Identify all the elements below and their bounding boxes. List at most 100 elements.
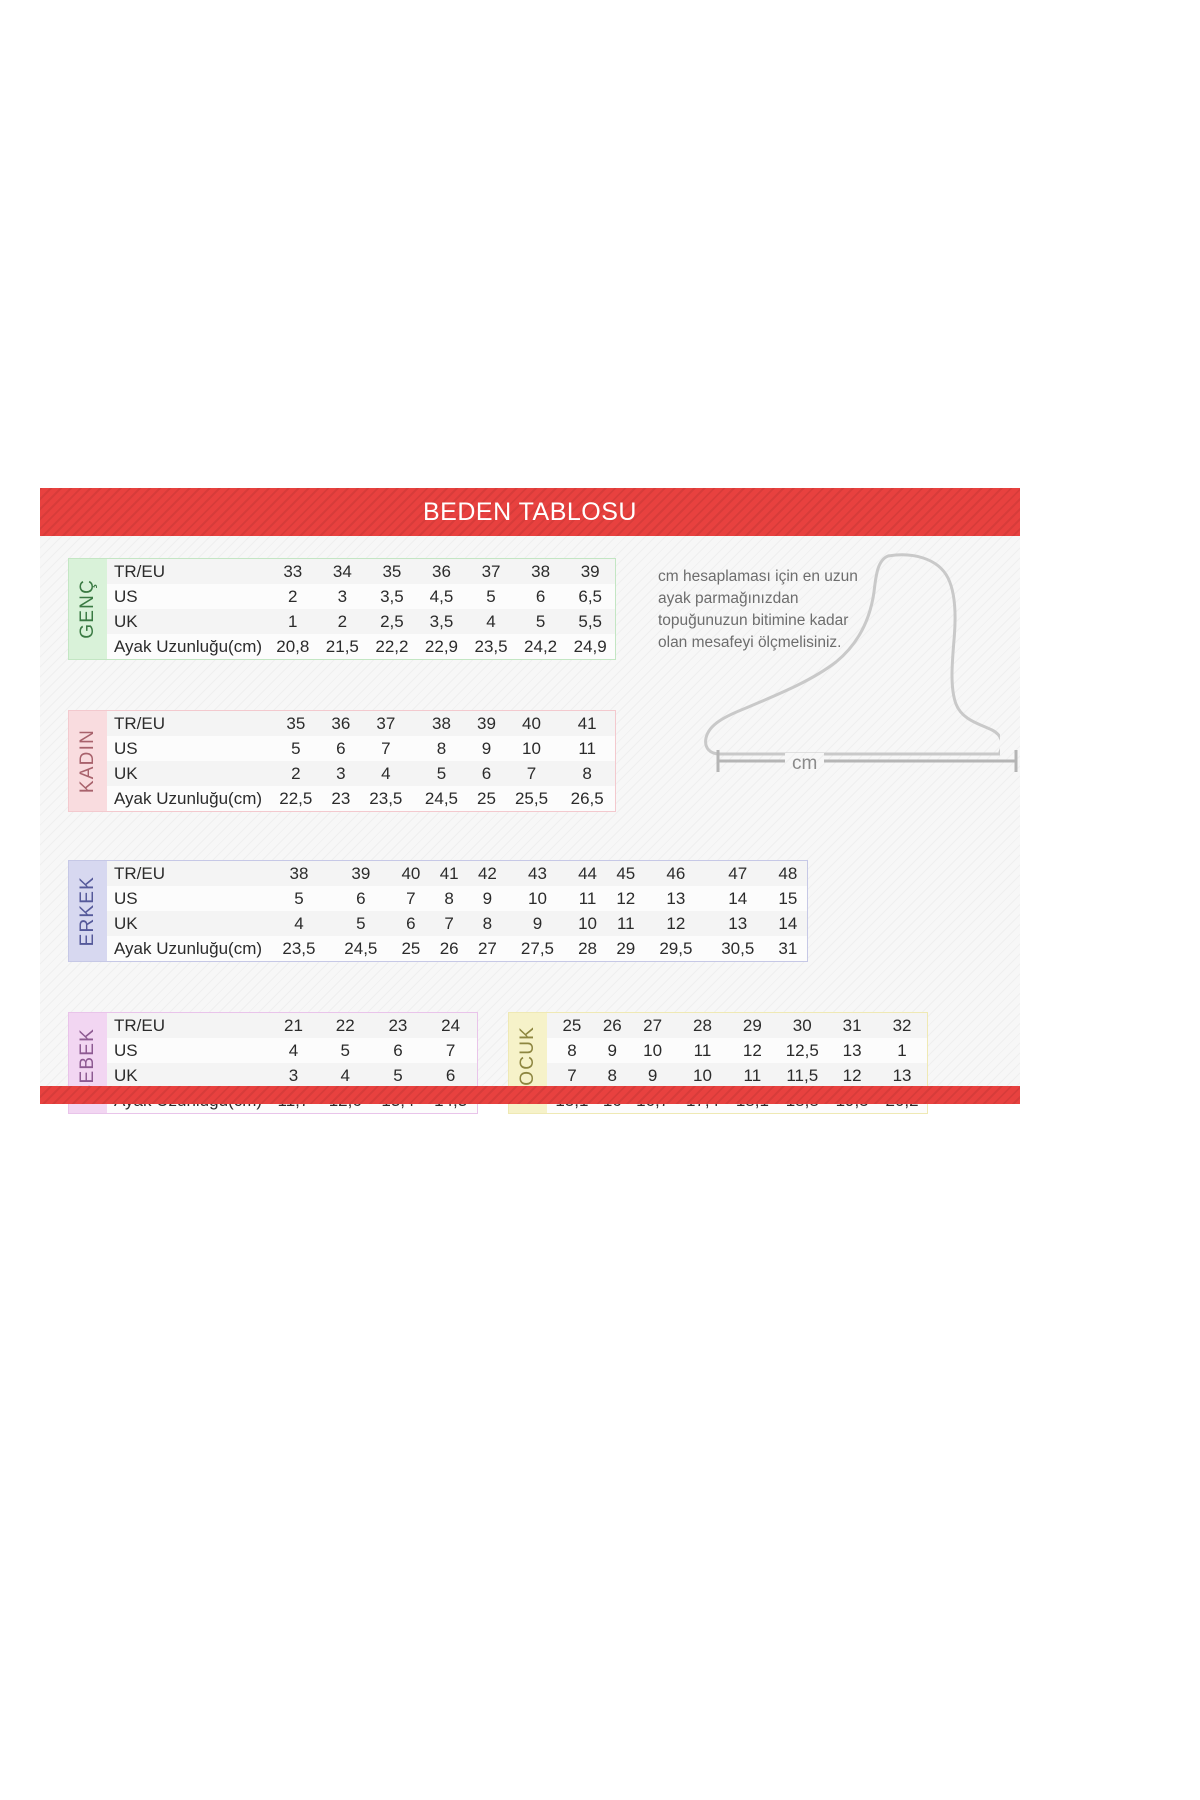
cell: 8	[468, 911, 507, 936]
table-row: UK 2 3 4 5 6 7 8	[107, 761, 615, 786]
cell: 3	[317, 584, 368, 609]
cell: 11	[677, 1038, 728, 1063]
cell: 6	[371, 1038, 425, 1063]
table-row: US 4 5 6 7	[107, 1038, 477, 1063]
cell: 14	[706, 886, 769, 911]
cell: 8	[596, 1063, 628, 1088]
cell: 28	[568, 936, 607, 961]
cell: 26,5	[559, 786, 615, 811]
row-label-us: US	[107, 584, 268, 609]
cell: 24,5	[329, 936, 392, 961]
cell: 11	[568, 886, 607, 911]
cell: 5	[318, 1038, 372, 1063]
cell: 2,5	[367, 609, 417, 634]
cell: 13	[877, 1063, 927, 1088]
cell: 3,5	[416, 609, 467, 634]
size-table-erkek-grid: TR/EU 38 39 40 41 42 43 44 45 46 47 48 U…	[107, 861, 807, 961]
table-row: Ayak Uzunluğu(cm) 20,8 21,5 22,2 22,9 23…	[107, 634, 615, 659]
cell: 5	[268, 736, 324, 761]
table-row: TR/EU 33 34 35 36 37 38 39	[107, 559, 615, 584]
cell: 22,9	[416, 634, 467, 659]
cell: 8	[413, 736, 470, 761]
cell: 23,5	[358, 786, 414, 811]
cell: 24,2	[515, 634, 566, 659]
cell: 11	[559, 736, 615, 761]
cell: 26	[596, 1013, 628, 1038]
cell: 38	[515, 559, 566, 584]
cell: 2	[268, 584, 318, 609]
cell: 40	[503, 711, 560, 736]
size-table-erkek: ERKEK TR/EU 38 39 40 41 42 43 44 45 46 4…	[68, 860, 808, 962]
cell: 6	[323, 736, 359, 761]
cell: 7	[503, 761, 560, 786]
cell: 3,5	[367, 584, 417, 609]
cell: 26	[430, 936, 469, 961]
table-row: 25 26 27 28 29 30 31 32	[547, 1013, 927, 1038]
row-label-length: Ayak Uzunluğu(cm)	[107, 634, 268, 659]
cell: 12	[727, 1038, 778, 1063]
cell: 5	[371, 1063, 425, 1088]
cell: 6	[329, 886, 392, 911]
cell: 12	[644, 911, 707, 936]
cell: 11	[606, 911, 645, 936]
cell: 25	[547, 1013, 597, 1038]
size-table-genc-label: GENÇ	[69, 559, 107, 659]
cell: 4	[268, 1038, 319, 1063]
size-table-kadin-label: KADIN	[69, 711, 107, 811]
cell: 4	[268, 911, 330, 936]
table-row: US 2 3 3,5 4,5 5 6 6,5	[107, 584, 615, 609]
cell: 27	[468, 936, 507, 961]
table-row: TR/EU 21 22 23 24	[107, 1013, 477, 1038]
row-label-us: US	[107, 886, 268, 911]
cell: 8	[547, 1038, 597, 1063]
cell: 22,2	[367, 634, 417, 659]
cell: 22,5	[268, 786, 324, 811]
size-table-kadin: KADIN TR/EU 35 36 37 38 39 40 41 US 5 6 …	[68, 710, 616, 812]
cell: 38	[268, 861, 330, 886]
cell: 29	[606, 936, 645, 961]
cell: 7	[430, 911, 469, 936]
cell: 1	[268, 609, 318, 634]
table-row: Ayak Uzunluğu(cm) 23,5 24,5 25 26 27 27,…	[107, 936, 807, 961]
cell: 1	[877, 1038, 927, 1063]
cell: 37	[466, 559, 516, 584]
row-label-uk: UK	[107, 761, 268, 786]
cell: 38	[413, 711, 470, 736]
cell: 31	[768, 936, 807, 961]
cell: 44	[568, 861, 607, 886]
cm-measure-arrow-icon	[716, 750, 1018, 772]
cell: 13	[706, 911, 769, 936]
cell: 10	[677, 1063, 728, 1088]
cell: 42	[468, 861, 507, 886]
cell: 31	[827, 1013, 878, 1038]
cell: 41	[430, 861, 469, 886]
cell: 14	[768, 911, 807, 936]
cell: 46	[644, 861, 707, 886]
cell: 24	[424, 1013, 477, 1038]
cell: 4,5	[416, 584, 467, 609]
size-table-genc-label-text: GENÇ	[77, 579, 98, 639]
cell: 20,8	[268, 634, 318, 659]
cell: 4	[358, 761, 414, 786]
cell: 24,5	[413, 786, 470, 811]
cell: 23,5	[268, 936, 330, 961]
cell: 36	[416, 559, 467, 584]
table-row: US 5 6 7 8 9 10 11 12 13 14 15	[107, 886, 807, 911]
cell: 30	[777, 1013, 828, 1038]
size-table-genc: GENÇ TR/EU 33 34 35 36 37 38 39 US 2 3 3…	[68, 558, 616, 660]
cell: 23	[371, 1013, 425, 1038]
table-row: 7 8 9 10 11 11,5 12 13	[547, 1063, 927, 1088]
cell: 32	[877, 1013, 927, 1038]
cell: 3	[268, 1063, 319, 1088]
cell: 27,5	[506, 936, 569, 961]
cell: 2	[268, 761, 324, 786]
cell: 43	[506, 861, 569, 886]
row-label-length: Ayak Uzunluğu(cm)	[107, 786, 268, 811]
cell: 33	[268, 559, 318, 584]
chart-header-banner: BEDEN TABLOSU	[40, 488, 1020, 536]
cell: 6	[515, 584, 566, 609]
table-row: TR/EU 38 39 40 41 42 43 44 45 46 47 48	[107, 861, 807, 886]
cell: 41	[559, 711, 615, 736]
cell: 5	[515, 609, 566, 634]
row-label-tr-eu: TR/EU	[107, 711, 268, 736]
